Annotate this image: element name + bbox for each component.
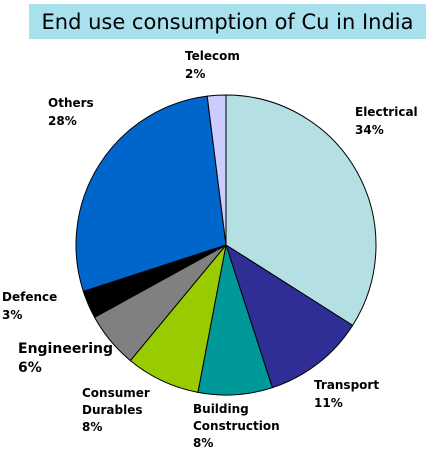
pct-building: 8% (193, 436, 213, 450)
pct-engineering: 6% (18, 360, 42, 376)
label-electrical: Electrical (355, 105, 418, 119)
slice-telecom (206, 94, 227, 246)
label-telecom: Telecom (185, 49, 240, 63)
pie-slices (75, 94, 377, 396)
pct-others: 28% (48, 114, 77, 128)
pct-telecom: 2% (185, 67, 205, 81)
slice-others (75, 95, 227, 292)
label-transport: Transport (314, 378, 379, 392)
chart-title-box: End use consumption of Cu in India (29, 4, 426, 39)
pct-consumer: 8% (82, 420, 102, 434)
label-others: Others (48, 96, 94, 110)
pct-transport: 11% (314, 396, 343, 410)
label-building-1: Building (193, 402, 249, 416)
chart-title: End use consumption of Cu in India (41, 9, 414, 34)
pct-defence: 3% (2, 308, 22, 322)
label-consumer-2: Durables (82, 403, 143, 417)
slice-electrical (225, 94, 377, 327)
label-consumer-1: Consumer (82, 386, 150, 400)
label-building-2: Construction (193, 419, 280, 433)
slice-transport (225, 243, 354, 389)
label-defence: Defence (2, 290, 57, 304)
pct-electrical: 34% (355, 123, 384, 137)
label-engineering: Engineering (18, 341, 113, 357)
